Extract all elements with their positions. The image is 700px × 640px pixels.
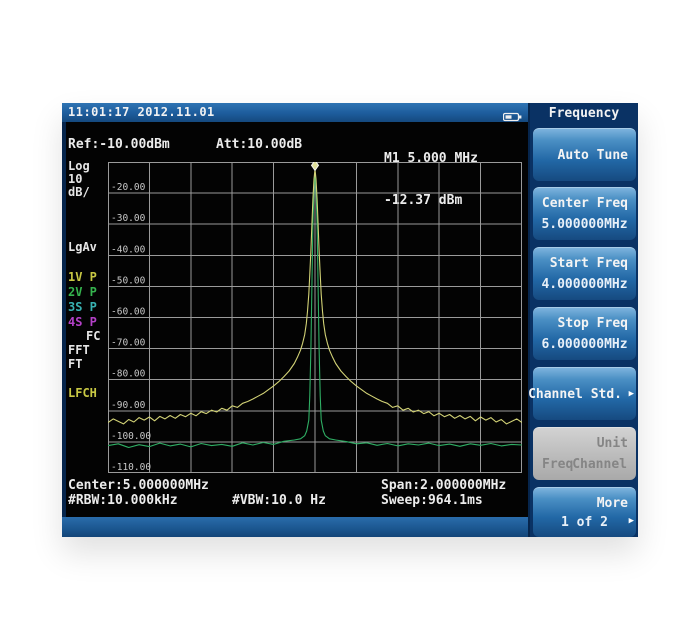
softkey-menu: Frequency Auto Tune Center Freq 5.000000… (528, 103, 638, 537)
svg-text:-60.00: -60.00 (111, 307, 146, 318)
more-button[interactable]: More 1 of 2 ▶ (533, 487, 636, 537)
spectrum-plot: -20.00 -30.00 -40.00 -50.00 -60.00 -70.00 -80.… (108, 162, 522, 473)
center-freq-value: 5.000000MHz (541, 217, 628, 232)
right-arrow-icon: ▶ (628, 389, 634, 399)
unit-option-freq: Freq (542, 457, 574, 472)
vbw-readout: #VBW:10.0 Hz (232, 493, 326, 508)
diamond-marker-icon (310, 162, 320, 172)
unit-button: Unit Freq Channel (533, 427, 636, 480)
datetime-label: 11:01:17 2012.11.01 (68, 105, 215, 119)
unit-option-channel: Channel (572, 457, 627, 472)
channel-std-label: Channel Std. (528, 387, 622, 402)
center-freq-button[interactable]: Center Freq 5.000000MHz (533, 187, 636, 240)
svg-text:-20.00: -20.00 (111, 182, 146, 193)
svg-text:-80.00: -80.00 (111, 369, 146, 380)
more-label: More (596, 496, 628, 511)
log-scale-label: Log (68, 159, 90, 173)
rbw-readout: #RBW:10.000kHz (68, 493, 178, 508)
attenuation-label: Att:10.00dB (216, 137, 303, 152)
start-freq-label: Start Freq (549, 256, 628, 271)
more-page-indicator: 1 of 2 (561, 515, 608, 530)
center-freq-readout: Center:5.000000MHz (68, 478, 209, 493)
svg-text:-50.00: -50.00 (111, 275, 146, 286)
freq-coupling-label: FC (86, 329, 101, 343)
svg-text:-100.00: -100.00 (111, 431, 151, 442)
log-average-label: LgAv (68, 240, 97, 254)
svg-text:-30.00: -30.00 (111, 213, 146, 224)
span-readout: Span:2.000000MHz (381, 478, 507, 493)
titlebar: 11:01:17 2012.11.01 (62, 103, 528, 122)
channel-std-button[interactable]: Channel Std. ▶ (528, 367, 636, 420)
stop-freq-button[interactable]: Stop Freq 6.000000MHz (533, 307, 636, 360)
auto-tune-label: Auto Tune (557, 148, 628, 163)
marker-amplitude-label: -12.37 dBm (384, 193, 463, 208)
battery-icon (502, 107, 523, 126)
stop-freq-label: Stop Freq (557, 316, 628, 331)
svg-text:-40.00: -40.00 (111, 244, 146, 255)
right-arrow-icon: ▶ (628, 516, 634, 526)
svg-text:-110.00: -110.00 (111, 462, 151, 473)
unit-label: Unit (596, 436, 628, 451)
spectrum-analyzer-screen: 11:01:17 2012.11.01 Ref:-10.00dBm Att:10… (62, 103, 638, 537)
trace2-status-label: 2V P (68, 285, 97, 299)
ref-level-label: Ref:-10.00dBm (68, 137, 170, 152)
lfch-status-label: LFCH (68, 386, 97, 400)
start-freq-value: 4.000000MHz (541, 277, 628, 292)
menu-title: Frequency (548, 106, 620, 121)
trace3-status-label: 3S P (68, 300, 97, 314)
center-freq-label: Center Freq (541, 196, 628, 211)
measurement-display: Ref:-10.00dBm Att:10.00dB M1 5.000 MHz -… (66, 122, 528, 517)
start-freq-button[interactable]: Start Freq 4.000000MHz (533, 247, 636, 300)
trace4-status-label: 4S P (68, 315, 97, 329)
scale-per-div-label: 10 (68, 172, 83, 186)
bottom-bezel-strip (62, 517, 528, 537)
scale-unit-label: dB/ (68, 185, 90, 199)
stop-freq-value: 6.000000MHz (541, 337, 628, 352)
svg-text:-90.00: -90.00 (111, 400, 146, 411)
auto-tune-button[interactable]: Auto Tune (533, 128, 636, 181)
trace1-status-label: 1V P (68, 270, 97, 284)
sweep-time-readout: Sweep:964.1ms (381, 493, 483, 508)
fft-mode-label: FFT (68, 343, 90, 357)
svg-text:-70.00: -70.00 (111, 338, 146, 349)
ft-mode-label: FT (68, 357, 83, 371)
